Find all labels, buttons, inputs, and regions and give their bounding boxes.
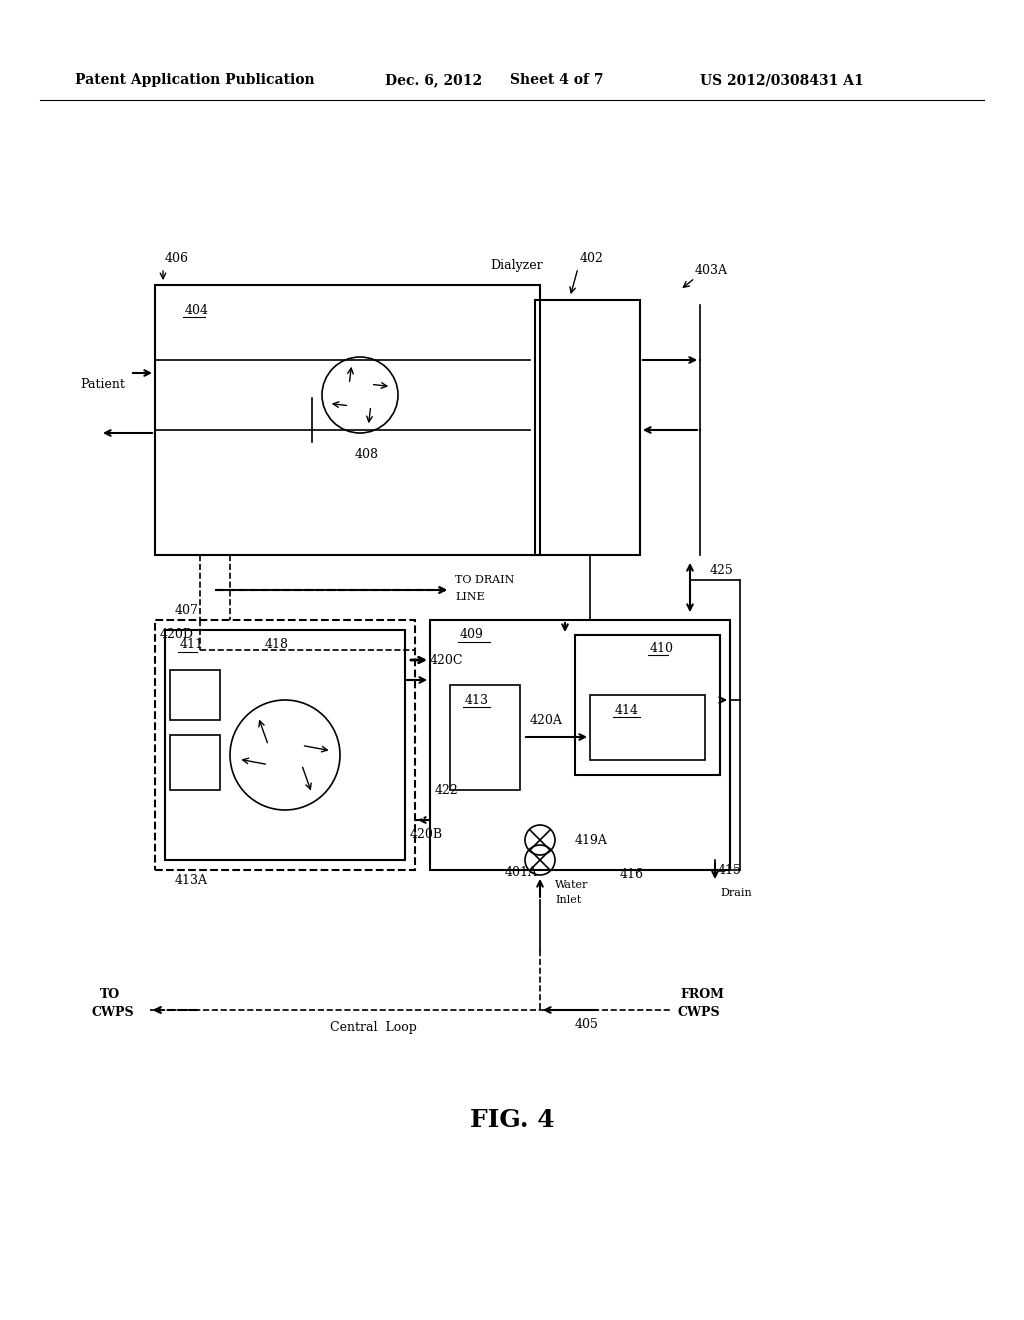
Text: 422: 422 [435,784,459,796]
Bar [165,630,406,861]
Text: 402: 402 [580,252,604,264]
Text: 407: 407 [175,603,199,616]
Text: 414: 414 [615,704,639,717]
Bar [590,696,705,760]
Text: 406: 406 [165,252,189,264]
Bar [170,735,220,789]
Text: Central  Loop: Central Loop [330,1022,417,1035]
Text: 416: 416 [620,869,644,882]
Text: Sheet 4 of 7: Sheet 4 of 7 [510,73,603,87]
Text: US 2012/0308431 A1: US 2012/0308431 A1 [700,73,864,87]
Text: 420D: 420D [160,628,194,642]
Text: 410: 410 [650,642,674,655]
Bar [575,635,720,775]
Text: 403A: 403A [695,264,728,276]
Text: 401A: 401A [505,866,538,879]
Text: TO DRAIN: TO DRAIN [455,576,514,585]
Bar [430,620,730,870]
Text: Patent Application Publication: Patent Application Publication [75,73,314,87]
Bar [155,285,540,554]
Text: CWPS: CWPS [678,1006,721,1019]
Text: 420B: 420B [410,829,443,842]
Text: 420A: 420A [530,714,563,726]
Text: FIG. 4: FIG. 4 [470,1107,554,1133]
Text: 425: 425 [710,564,734,577]
Text: Dialyzer: Dialyzer [490,259,543,272]
Text: 411: 411 [180,639,204,652]
Bar [170,671,220,719]
Text: 415: 415 [718,863,741,876]
Text: CWPS: CWPS [92,1006,134,1019]
Text: 408: 408 [355,449,379,462]
Text: Inlet: Inlet [555,895,582,906]
Text: 418: 418 [265,639,289,652]
Text: 405: 405 [575,1019,599,1031]
Text: 413: 413 [465,693,489,706]
Text: FROM: FROM [680,989,724,1002]
Text: 420C: 420C [430,653,464,667]
Text: 404: 404 [185,304,209,317]
Text: TO: TO [100,989,120,1002]
Text: Water: Water [555,880,589,890]
Bar [535,300,640,554]
Text: 409: 409 [460,628,484,642]
Text: LINE: LINE [455,591,484,602]
Bar [155,620,415,870]
Text: Dec. 6, 2012: Dec. 6, 2012 [385,73,482,87]
Text: Drain: Drain [720,888,752,898]
Text: 413A: 413A [175,874,208,887]
Text: 419A: 419A [575,833,608,846]
Bar [450,685,520,789]
Text: Patient: Patient [80,379,125,392]
